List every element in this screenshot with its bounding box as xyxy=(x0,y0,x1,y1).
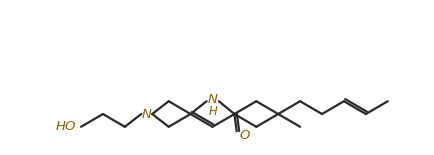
Text: N: N xyxy=(141,108,151,121)
Text: N: N xyxy=(207,93,217,106)
Text: O: O xyxy=(239,128,250,142)
Text: HO: HO xyxy=(56,120,76,133)
Text: H: H xyxy=(208,105,217,118)
